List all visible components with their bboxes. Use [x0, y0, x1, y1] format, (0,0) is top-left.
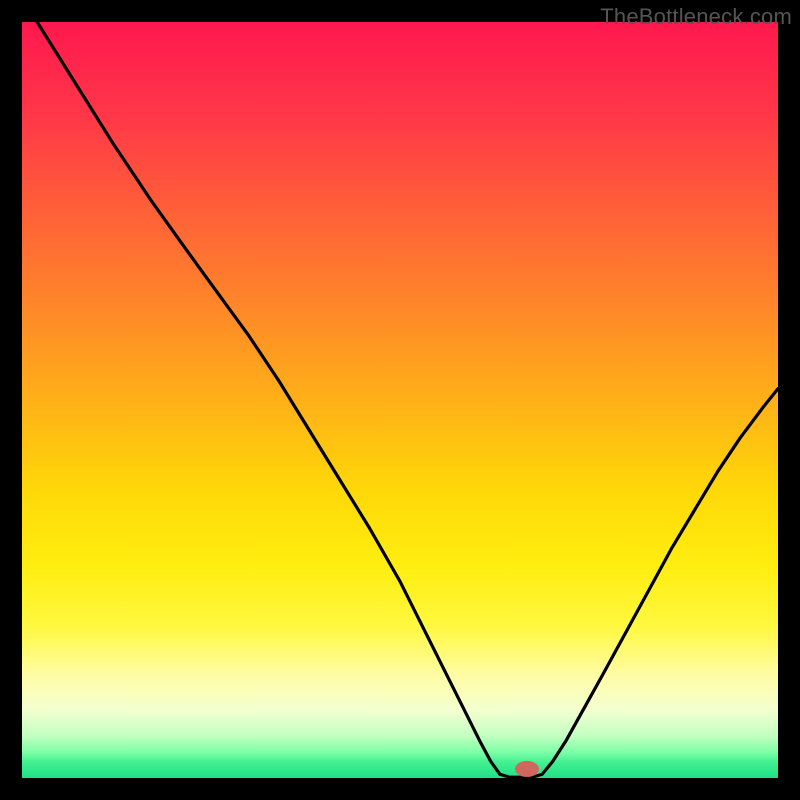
- plot-gradient: [22, 22, 778, 778]
- watermark-text: TheBottleneck.com: [600, 4, 792, 30]
- bottleneck-chart: [0, 0, 800, 800]
- optimal-point-marker: [515, 761, 539, 777]
